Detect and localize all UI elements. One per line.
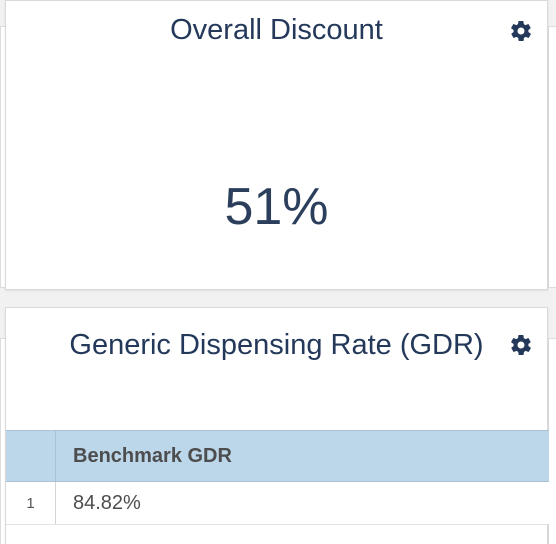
index-column-header — [6, 430, 56, 482]
card-title: Overall Discount — [170, 14, 383, 46]
benchmark-gdr-column-header[interactable]: Benchmark GDR — [55, 430, 549, 482]
gdr-table: Benchmark GDR 1 84.82% — [6, 430, 549, 525]
card-title: Generic Dispensing Rate (GDR) — [69, 329, 484, 361]
table-row: 1 84.82% — [6, 481, 549, 525]
background-widget — [548, 26, 556, 288]
gear-icon[interactable] — [509, 333, 533, 357]
benchmark-gdr-cell: 84.82% — [55, 481, 549, 525]
table-header-row: Benchmark GDR — [6, 430, 549, 482]
overall-discount-card: Overall Discount 51% — [5, 0, 548, 290]
overall-discount-value: 51% — [224, 178, 329, 236]
background-widget — [548, 338, 556, 544]
gear-icon[interactable] — [509, 19, 533, 43]
row-index: 1 — [6, 481, 56, 525]
gdr-card: Generic Dispensing Rate (GDR) Benchmark … — [5, 307, 549, 544]
